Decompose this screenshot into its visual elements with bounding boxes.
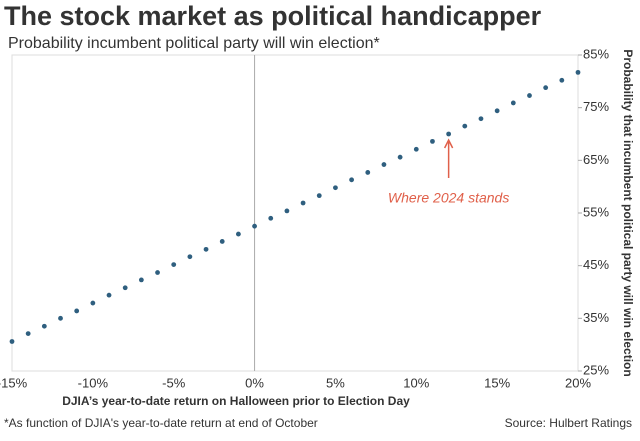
data-point — [543, 85, 549, 91]
y-tick-label: 85% — [583, 46, 609, 61]
data-point — [219, 239, 225, 244]
data-point — [203, 246, 209, 252]
data-point — [122, 285, 128, 291]
data-point — [478, 116, 484, 122]
x-tick-label: 0% — [245, 375, 264, 390]
x-axis-label: DJIA’s year-to-date return on Halloween … — [62, 394, 410, 408]
x-tick-label: -10% — [78, 375, 109, 390]
x-tick-label: 20% — [565, 375, 591, 390]
data-point — [90, 300, 96, 306]
data-point — [494, 108, 500, 114]
y-tick-label: 65% — [583, 152, 609, 167]
chart-title: The stock market as political handicappe… — [4, 1, 542, 31]
y-tick-label: 25% — [583, 362, 609, 377]
data-point — [252, 223, 257, 229]
y-tick-label: 75% — [583, 99, 609, 114]
y-tick-label: 45% — [583, 257, 609, 272]
source: Source: Hulbert Ratings — [505, 416, 632, 430]
data-point — [58, 315, 63, 321]
x-tick-label: 15% — [484, 375, 510, 390]
data-point — [9, 339, 15, 344]
data-point — [365, 170, 371, 175]
data-point — [510, 100, 516, 106]
data-point — [446, 131, 452, 137]
data-point — [41, 323, 47, 329]
data-point — [333, 185, 338, 191]
data-point — [284, 208, 290, 214]
data-point — [349, 177, 354, 183]
data-point — [316, 193, 322, 199]
data-point — [236, 231, 241, 237]
data-point — [413, 146, 419, 152]
data-point — [74, 308, 80, 314]
data-point — [397, 154, 403, 160]
y-tick-label: 35% — [583, 310, 609, 325]
data-point — [430, 138, 435, 144]
annotation-arrowhead — [443, 138, 454, 149]
y-tick-label: 55% — [583, 204, 609, 219]
x-tick-label: 10% — [403, 375, 429, 390]
data-point — [300, 200, 306, 206]
data-point — [171, 262, 177, 268]
data-point — [138, 277, 144, 283]
x-tick-label: -15% — [0, 375, 28, 390]
data-point — [381, 162, 387, 167]
data-point — [187, 254, 193, 260]
chart-subtitle: Probability incumbent political party wi… — [8, 35, 380, 52]
data-point — [268, 215, 274, 221]
data-point — [559, 77, 565, 83]
x-tick-label: -5% — [162, 375, 186, 390]
data-point — [575, 69, 581, 75]
y-axis-label: Probability that incumbent political par… — [621, 49, 635, 376]
data-point — [462, 123, 468, 129]
annotation: Where 2024 stands — [388, 190, 509, 206]
plot-frame — [11, 54, 579, 372]
x-tick-label: 5% — [326, 375, 345, 390]
data-point — [155, 270, 160, 275]
data-point — [527, 93, 532, 98]
data-point — [106, 292, 112, 298]
data-point — [25, 331, 31, 337]
footnote: *As function of DJIA's year-to-date retu… — [4, 416, 318, 430]
